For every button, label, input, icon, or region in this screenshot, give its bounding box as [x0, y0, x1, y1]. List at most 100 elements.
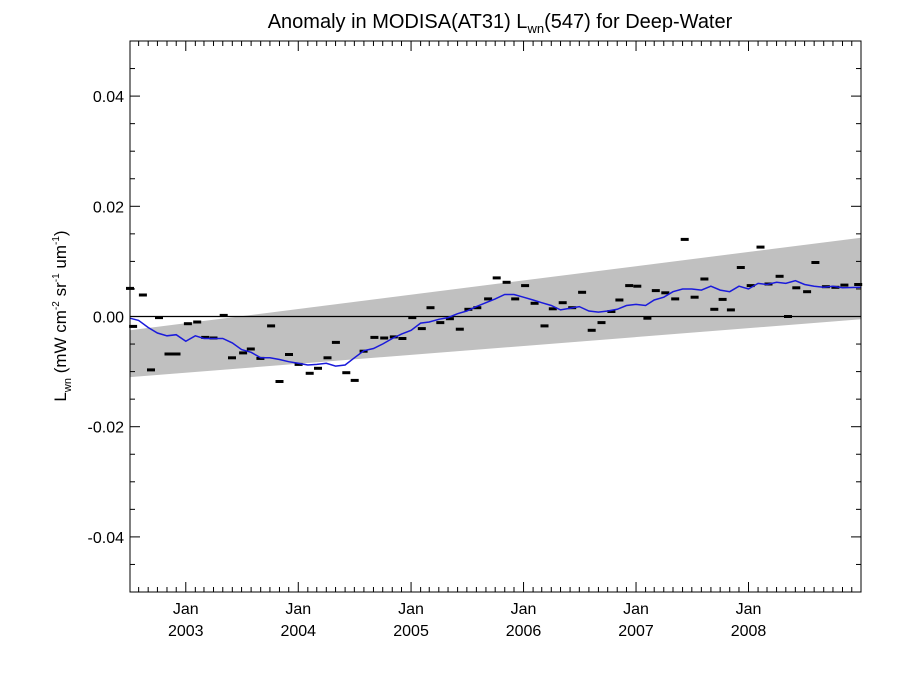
data-marker	[726, 308, 735, 312]
data-marker	[671, 297, 680, 301]
data-marker	[267, 324, 276, 328]
plot-area: -0.04 -0.02 0.00 0.02 0.04 Jan 2003 Jan 2004 Jan…	[88, 40, 863, 640]
data-marker	[643, 316, 652, 320]
data-marker	[710, 307, 719, 311]
data-marker	[578, 290, 587, 294]
data-marker	[445, 317, 454, 321]
y-tick-label: 0.04	[93, 89, 124, 106]
data-marker	[408, 316, 417, 320]
y-axis-label-subscript: wn	[62, 378, 74, 393]
data-marker	[417, 327, 426, 331]
y-axis-label-main: L	[51, 392, 70, 401]
x-axis-ticks: Jan 2003 Jan 2004 Jan 2005 Jan 2006 Jan 2007 Jan 20…	[138, 41, 853, 640]
data-marker	[464, 307, 473, 311]
x-tick-label-month: Jan	[398, 601, 424, 618]
data-marker	[511, 297, 520, 301]
data-marker	[323, 356, 332, 360]
y-axis-label-sup-2: -1	[51, 273, 62, 282]
data-marker	[219, 313, 228, 317]
data-marker	[625, 284, 634, 288]
data-marker	[502, 280, 511, 284]
data-marker	[700, 277, 709, 281]
data-marker	[285, 353, 293, 356]
data-marker	[147, 368, 155, 372]
data-marker	[183, 322, 192, 326]
data-marker	[331, 340, 340, 344]
data-marker	[305, 371, 314, 375]
x-tick-label-year: 2003	[168, 623, 204, 640]
data-marker	[840, 283, 849, 287]
data-marker	[803, 290, 812, 294]
data-marker	[792, 286, 801, 290]
chart-title-prefix: Anomaly in MODISA(AT31) L	[268, 11, 528, 33]
data-marker	[138, 293, 147, 297]
data-marker	[172, 352, 181, 356]
data-marker	[193, 320, 202, 324]
data-marker	[455, 327, 464, 331]
data-marker	[294, 362, 303, 366]
y-axis-label-units-3: um	[51, 245, 70, 273]
data-marker	[246, 347, 255, 351]
x-tick-label-year: 2007	[618, 623, 654, 640]
data-marker	[492, 276, 501, 280]
data-marker	[651, 289, 660, 293]
data-marker	[484, 297, 493, 301]
data-marker	[155, 316, 163, 320]
data-marker	[275, 380, 284, 383]
x-tick-label-year: 2006	[506, 623, 542, 640]
data-marker	[736, 266, 745, 269]
y-axis-label-sup-1: -2	[51, 301, 62, 310]
y-tick-label: -0.02	[88, 420, 125, 437]
data-marker	[680, 237, 689, 241]
y-axis-label-units-1: (mW cm	[51, 310, 70, 378]
data-marker	[530, 301, 539, 305]
x-tick-label-year: 2004	[280, 623, 316, 640]
data-marker	[228, 356, 236, 360]
data-marker	[370, 335, 379, 339]
data-marker	[746, 284, 755, 288]
data-marker	[661, 291, 670, 295]
chart-title: Anomaly in MODISA(AT31) Lwn(547) for Dee…	[268, 11, 733, 36]
data-marker	[426, 306, 435, 310]
running-mean-line	[129, 279, 862, 367]
data-marker	[811, 261, 820, 264]
x-tick-label-month: Jan	[736, 601, 762, 618]
y-tick-label: -0.04	[88, 530, 125, 547]
data-marker	[690, 295, 699, 299]
x-tick-label-month: Jan	[173, 601, 199, 618]
data-marker	[615, 298, 624, 302]
data-marker	[607, 310, 616, 313]
chart-title-subscript: wn	[526, 21, 544, 36]
data-marker	[473, 306, 482, 310]
data-marker	[164, 352, 173, 356]
data-marker	[540, 324, 549, 328]
data-marker	[314, 366, 322, 370]
data-marker	[548, 307, 557, 311]
y-axis-label-sup-3: -1	[51, 236, 62, 245]
data-marker	[633, 284, 642, 288]
data-marker	[436, 321, 445, 325]
x-tick-label-month: Jan	[623, 601, 649, 618]
chart-title-suffix: (547) for Deep-Water	[544, 11, 733, 33]
y-tick-label: 0.02	[93, 199, 124, 216]
data-marker	[775, 274, 784, 278]
y-axis-ticks: -0.04 -0.02 0.00 0.02 0.04	[88, 40, 861, 593]
data-marker	[854, 283, 863, 286]
data-marker	[350, 378, 359, 382]
x-tick-label-month: Jan	[285, 601, 311, 618]
data-marker	[389, 335, 398, 339]
data-marker	[521, 284, 530, 288]
data-marker	[756, 245, 765, 249]
data-marker	[342, 371, 351, 375]
data-marker	[587, 328, 596, 332]
trend-band	[130, 237, 861, 378]
data-marker	[558, 301, 567, 305]
data-marker	[239, 351, 248, 355]
y-tick-label: 0.00	[93, 310, 124, 327]
x-tick-label-year: 2008	[731, 623, 767, 640]
x-tick-label-year: 2005	[393, 623, 429, 640]
data-marker	[201, 335, 210, 339]
data-marker	[597, 321, 606, 325]
data-marker	[398, 337, 407, 340]
